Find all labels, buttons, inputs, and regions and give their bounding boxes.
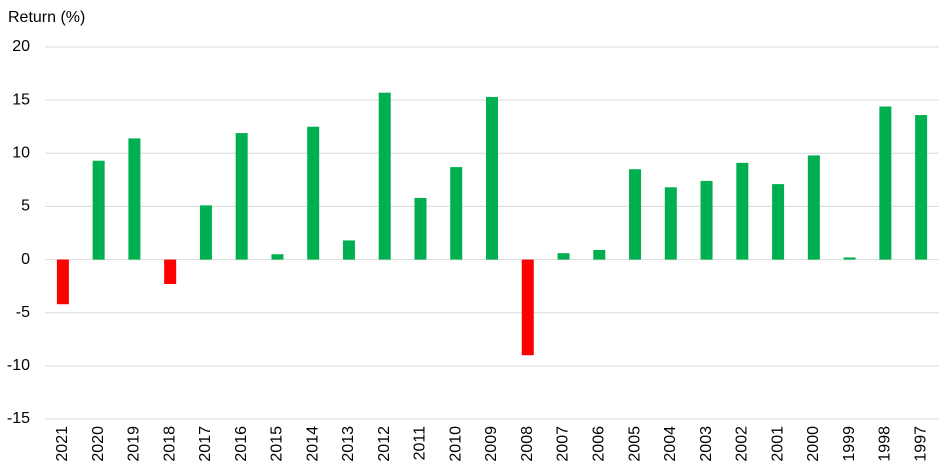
x-tick-label: 2012 — [376, 426, 393, 462]
x-tick-label: 2002 — [734, 426, 751, 462]
bar — [521, 259, 534, 356]
bar — [843, 257, 856, 260]
bar — [700, 180, 713, 260]
bar — [199, 205, 212, 260]
bar — [736, 162, 749, 260]
x-tick-label: 2015 — [269, 426, 286, 462]
chart-title: Return (%) — [8, 9, 85, 26]
x-tick-label: 2016 — [233, 426, 250, 462]
bar — [307, 126, 320, 260]
bar — [414, 197, 427, 260]
x-tick-label: 2011 — [412, 426, 429, 461]
x-tick-label: 2001 — [769, 426, 786, 462]
bar — [450, 167, 463, 260]
x-tick-label: 2004 — [662, 426, 679, 462]
x-tick-label: 2021 — [54, 426, 71, 462]
bar — [378, 92, 391, 260]
bar — [128, 138, 141, 260]
x-tick-label: 2008 — [519, 426, 536, 462]
y-tick-label: 5 — [21, 198, 30, 215]
bar — [915, 115, 928, 260]
x-tick-label: 2018 — [161, 426, 178, 462]
bar — [92, 160, 105, 260]
x-tick-label: 2007 — [555, 426, 572, 462]
y-tick-label: 20 — [12, 38, 30, 55]
x-tick-label: 2019 — [126, 426, 143, 462]
bar — [879, 106, 892, 260]
bar — [486, 96, 498, 260]
y-tick-label: 0 — [21, 251, 30, 268]
x-tick-label: 2010 — [447, 426, 464, 462]
x-tick-label: 2006 — [590, 426, 607, 462]
bar — [807, 155, 820, 260]
x-tick-label: 2005 — [626, 426, 643, 462]
y-tick-label: -10 — [7, 357, 30, 374]
y-tick-label: 15 — [12, 91, 30, 108]
bar — [235, 133, 248, 260]
x-tick-label: 2009 — [483, 426, 500, 462]
y-tick-label: -15 — [7, 410, 30, 427]
bar — [271, 254, 284, 260]
x-tick-label: 2003 — [698, 426, 715, 462]
x-tick-label: 2014 — [304, 426, 321, 462]
x-tick-label: 2013 — [340, 426, 357, 462]
x-tick-label: 1998 — [877, 426, 894, 462]
x-tick-label: 2000 — [805, 426, 822, 462]
x-tick-label: 1999 — [841, 426, 858, 462]
x-tick-label: 2017 — [197, 426, 214, 462]
x-tick-label: 1997 — [912, 426, 929, 462]
y-tick-label: 10 — [12, 145, 30, 162]
x-tick-label: 2020 — [90, 426, 107, 462]
bar — [342, 240, 355, 260]
bar — [557, 253, 570, 260]
bar — [772, 184, 785, 260]
bar — [164, 259, 177, 285]
y-tick-label: -5 — [16, 304, 30, 321]
bar — [629, 169, 642, 260]
bar — [56, 259, 69, 305]
bar — [593, 250, 606, 260]
bar — [664, 187, 677, 260]
